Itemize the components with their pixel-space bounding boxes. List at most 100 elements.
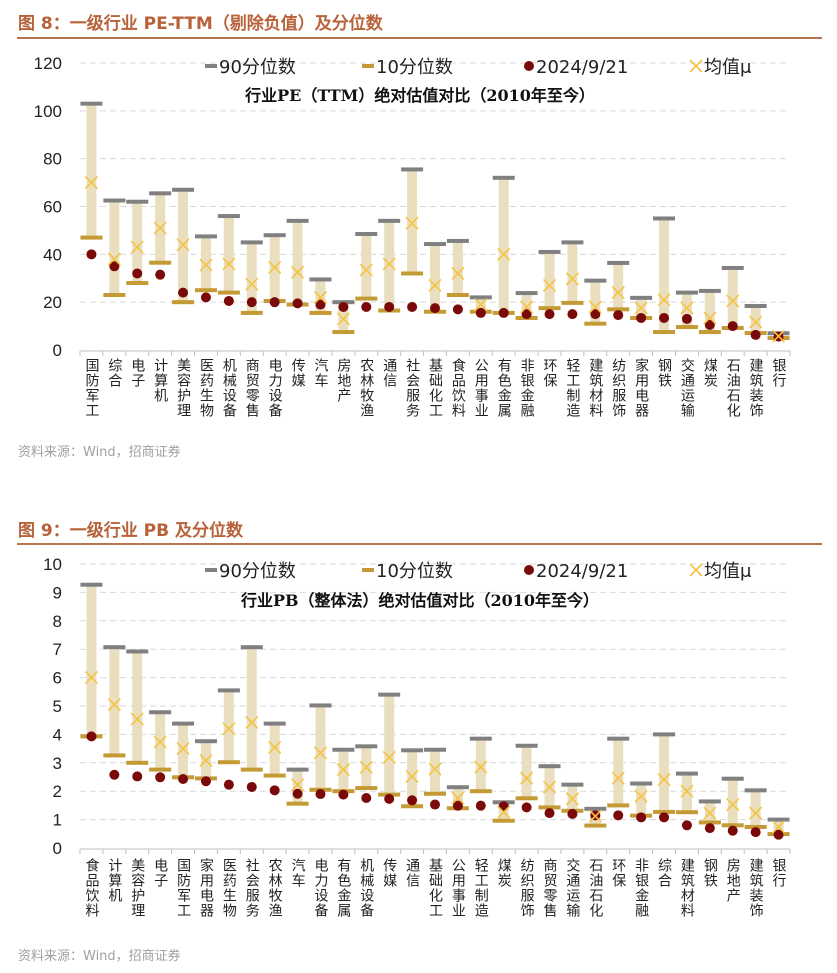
mean-marker	[130, 240, 144, 254]
category-label: 钢铁	[701, 858, 718, 888]
current-value-dot	[727, 321, 738, 332]
p10-marker	[698, 820, 721, 825]
p10-marker	[675, 325, 698, 330]
mean-marker	[268, 260, 282, 275]
p90-marker	[469, 736, 492, 741]
mean-marker	[565, 792, 579, 806]
range-band	[567, 784, 578, 811]
p10-marker	[446, 292, 469, 297]
current-value-dot	[155, 269, 166, 280]
legend-p10-icon	[362, 568, 374, 572]
p90-marker	[286, 218, 309, 223]
p90-marker	[126, 649, 149, 654]
figure-8-rule	[17, 37, 822, 39]
range-band	[223, 216, 234, 293]
chart-title: 行业PE（TTM）绝对估值对比（2010年至今）	[244, 86, 595, 105]
y-tick-label: 40	[43, 245, 62, 264]
pe-chart: 0 20 40 60 80 100 120 90分位数 10分位数 2024/9/21 均值μ 行业P…	[0, 0, 837, 440]
p90-marker	[698, 799, 721, 804]
y-tick-label: 3	[53, 754, 62, 773]
category-label: 基础化工	[427, 858, 443, 918]
current-value-dot	[384, 301, 395, 312]
current-value-dot	[681, 313, 692, 324]
p90-marker	[126, 199, 149, 204]
y-tick-label: 80	[43, 150, 62, 169]
range-band	[544, 251, 555, 309]
category-label: 电子	[129, 358, 146, 388]
current-value-dot	[132, 771, 143, 782]
current-value-dot	[292, 298, 303, 309]
figure-9-title: 图 9：一级行业 PB 及分位数	[18, 521, 244, 541]
mean-marker	[199, 258, 213, 272]
current-value-dot	[292, 788, 303, 799]
current-value-dot	[452, 800, 463, 811]
legend-label: 均值μ	[704, 57, 752, 78]
p90-marker	[607, 260, 630, 265]
range-band	[109, 200, 120, 295]
category-label: 石油石化	[587, 858, 604, 918]
p90-marker	[584, 806, 607, 811]
y-tick-label: 20	[43, 293, 62, 312]
p10-marker	[217, 760, 240, 765]
current-value-dot	[704, 319, 715, 330]
current-value-dot	[659, 812, 670, 823]
current-value-dot	[452, 304, 463, 315]
p90-marker	[767, 817, 790, 822]
current-value-dot	[544, 309, 555, 320]
current-value-dot	[613, 310, 624, 321]
current-value-dot	[475, 307, 486, 318]
legend-label: 10分位数	[376, 561, 453, 582]
p90-marker	[355, 232, 378, 237]
p90-marker	[309, 703, 332, 708]
range-band	[315, 279, 326, 313]
y-tick-label: 10	[43, 555, 62, 574]
p10-marker	[538, 805, 561, 810]
p90-marker	[607, 736, 630, 741]
range-band	[269, 723, 280, 776]
current-value-dot	[86, 249, 97, 260]
y-tick-label: 5	[53, 697, 62, 716]
p10-marker	[103, 753, 126, 758]
category-label: 国防军工	[83, 358, 100, 418]
range-band	[338, 302, 349, 333]
current-value-dot	[315, 789, 326, 800]
category-label: 交通运输	[564, 858, 581, 918]
range-band	[681, 773, 692, 813]
range-band	[430, 749, 440, 794]
p10-marker	[103, 292, 126, 297]
figure-8-source: 资料来源：Wind，招商证券	[18, 445, 181, 460]
p90-marker	[561, 240, 584, 245]
category-label: 银行	[770, 858, 787, 888]
current-value-dot	[384, 793, 395, 804]
pb-chart: 0 1 2 3 4 5 6 7 8 9 10 90分位数 10分位数 2024/9/21 均值μ 行业PB（整…	[43, 555, 791, 918]
p90-marker	[103, 198, 126, 203]
mean-marker	[268, 740, 282, 755]
category-label: 汽车	[312, 358, 329, 388]
p90-marker	[446, 238, 469, 243]
current-value-dot	[338, 789, 349, 800]
mean-marker	[245, 715, 259, 730]
mean-marker	[245, 277, 259, 291]
p10-marker	[469, 789, 492, 794]
chart-svg: 0 1 2 3 4 5 6 7 8 9 10 90分位数 10分位数 2024/9/21 均值μ 行业PB（整…	[43, 555, 791, 858]
current-value-dot	[567, 808, 578, 819]
category-label: 国防军工	[175, 858, 192, 918]
y-tick-label: 9	[53, 583, 62, 602]
p10-marker	[698, 330, 721, 335]
current-value-dot	[704, 823, 715, 834]
current-value-dot	[223, 779, 234, 790]
mean-marker	[703, 311, 717, 325]
current-value-dot	[430, 799, 440, 810]
current-value-dot	[269, 785, 280, 796]
range-band	[681, 292, 692, 328]
category-label: 建筑装饰	[747, 358, 764, 418]
p90-marker	[469, 295, 492, 300]
current-value-dot	[659, 312, 670, 323]
p90-marker	[424, 747, 446, 752]
p90-marker	[240, 645, 263, 650]
category-label: 纺织服饰	[610, 358, 627, 418]
mean-marker	[565, 272, 579, 286]
y-tick-label: 0	[53, 341, 62, 360]
p90-marker	[721, 776, 744, 781]
range-band	[704, 290, 715, 333]
